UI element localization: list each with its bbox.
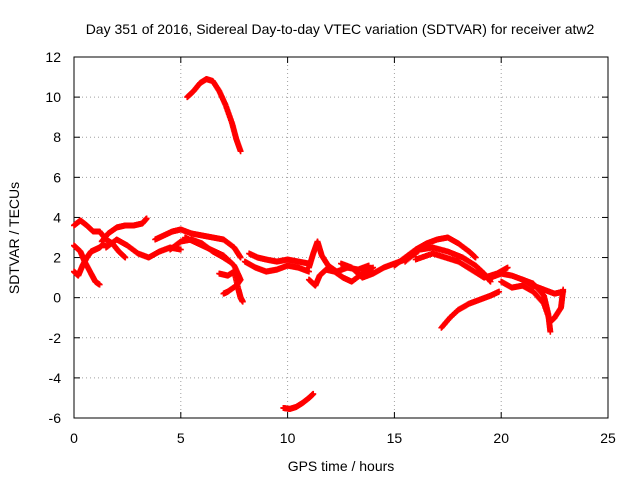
series-arc-mid-1 bbox=[152, 226, 244, 261]
axis-ticks: 0 5 10 15 20 25 -6 -4 -2 0 2 4 6 8 10 12 bbox=[45, 49, 616, 446]
series-arc-high bbox=[184, 76, 244, 155]
y-tick-label: 10 bbox=[45, 89, 61, 105]
x-tick-label: 25 bbox=[600, 430, 616, 446]
data-point bbox=[237, 148, 244, 155]
y-tick-label: 8 bbox=[53, 129, 61, 145]
x-axis-title: GPS time / hours bbox=[288, 458, 395, 474]
y-tick-label: -4 bbox=[49, 370, 62, 386]
data-point bbox=[547, 328, 554, 335]
data-point bbox=[96, 281, 103, 288]
series-arc-early-3 bbox=[71, 240, 107, 279]
series-arc-late-6 bbox=[498, 278, 567, 325]
chart-title: Day 351 of 2016, Sidereal Day-to-day VTE… bbox=[86, 21, 595, 37]
x-tick-label: 20 bbox=[493, 430, 509, 446]
data-point bbox=[239, 298, 246, 305]
data-point bbox=[220, 290, 227, 297]
series-arc-mid-6 bbox=[241, 258, 312, 275]
series-arc-late-2 bbox=[402, 244, 494, 285]
data-point bbox=[496, 288, 503, 295]
y-tick-label: 4 bbox=[53, 209, 61, 225]
data-point bbox=[122, 254, 129, 261]
series-arc-late-7 bbox=[519, 276, 554, 335]
series-arc-mid-3 bbox=[182, 234, 244, 297]
y-tick-label: 2 bbox=[53, 250, 61, 266]
data-point bbox=[143, 215, 150, 222]
series-arc-mid-5 bbox=[246, 250, 312, 267]
data-marks bbox=[71, 76, 567, 412]
data-point bbox=[472, 254, 479, 261]
data-point bbox=[370, 264, 377, 271]
y-tick-label: -6 bbox=[49, 410, 62, 426]
y-tick-label: 12 bbox=[45, 49, 61, 65]
x-tick-label: 0 bbox=[70, 430, 78, 446]
series-arc-mid-4 bbox=[216, 268, 246, 305]
y-tick-label: -2 bbox=[49, 330, 62, 346]
grid bbox=[74, 57, 608, 418]
y-tick-label: 6 bbox=[53, 169, 61, 185]
series-arc-early-4 bbox=[98, 215, 150, 245]
data-point bbox=[504, 264, 511, 271]
y-axis-title: SDTVAR / TECUs bbox=[6, 182, 22, 294]
series-arc-late-4 bbox=[438, 288, 503, 331]
series-arc-mid-7 bbox=[305, 238, 372, 275]
data-point bbox=[310, 390, 317, 397]
y-tick-label: 0 bbox=[53, 290, 61, 306]
x-tick-label: 5 bbox=[177, 430, 185, 446]
data-point bbox=[560, 286, 567, 293]
series-arc-early-2 bbox=[71, 242, 103, 288]
data-point bbox=[177, 246, 184, 253]
x-tick-label: 10 bbox=[280, 430, 296, 446]
x-tick-label: 15 bbox=[387, 430, 403, 446]
series-arc-low bbox=[280, 390, 317, 412]
plot-frame bbox=[73, 56, 609, 419]
data-point bbox=[237, 254, 244, 261]
